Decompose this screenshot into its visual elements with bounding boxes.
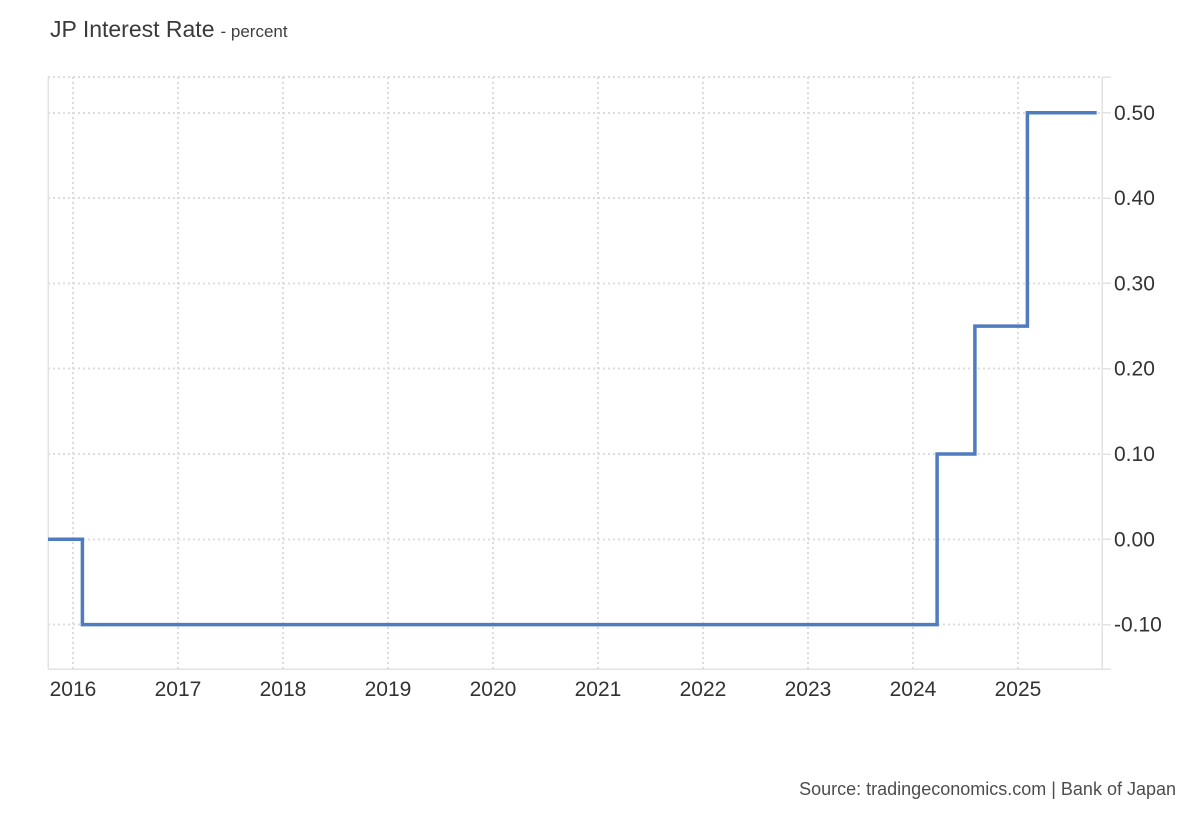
jp-interest-rate-step-chart[interactable]: 2016 2017 2018 2019 2020 2021 2022 2023 2024 2025… (0, 0, 1200, 760)
x-axis-label: 2021 (575, 678, 622, 701)
plot-border (47, 77, 1111, 670)
y-axis-label: -0.10 (1114, 614, 1162, 637)
y-axis-label: 0.10 (1114, 443, 1155, 466)
y-axis-label: 0.30 (1114, 272, 1155, 295)
x-axis-label: 2022 (680, 678, 727, 701)
y-axis-label: 0.00 (1114, 528, 1155, 551)
x-axis-labels: 2016 2017 2018 2019 2020 2021 2022 2023 2024 2025 (50, 678, 1042, 701)
x-axis-label: 2023 (785, 678, 832, 701)
x-axis-label: 2018 (260, 678, 307, 701)
x-axis-label: 2019 (365, 678, 412, 701)
chart-title-sub: - percent (220, 22, 288, 41)
x-axis-label: 2017 (155, 678, 202, 701)
x-axis-label: 2020 (470, 678, 517, 701)
y-axis-label: 0.50 (1114, 102, 1155, 125)
chart-title-main: JP Interest Rate (50, 16, 215, 42)
x-axis-label: 2024 (890, 678, 937, 701)
gridlines (48, 76, 1102, 669)
y-axis-label: 0.40 (1114, 187, 1155, 210)
x-axis-label: 2025 (995, 678, 1042, 701)
chart-title: JP Interest Rate - percent (50, 16, 288, 43)
x-axis-label: 2016 (50, 678, 97, 701)
y-axis-labels: 0.50 0.40 0.30 0.20 0.10 0.00 -0.10 (1114, 102, 1162, 637)
y-axis-ticks (1102, 76, 1111, 626)
source-attribution: Source: tradingeconomics.com | Bank of J… (799, 779, 1176, 799)
y-axis-label: 0.20 (1114, 358, 1155, 381)
series-line-jp-interest-rate[interactable] (48, 111, 1097, 627)
